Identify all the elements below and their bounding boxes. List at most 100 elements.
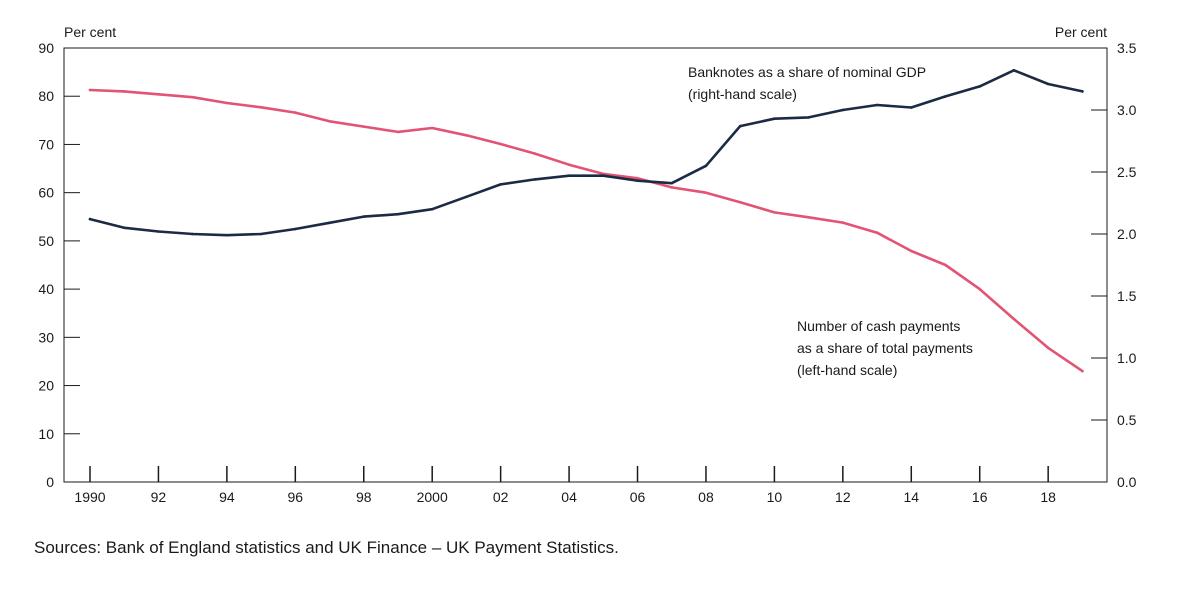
cash-payments-point — [567, 163, 571, 166]
banknotes-gdp-point — [533, 178, 537, 181]
cash-payments-point — [670, 186, 673, 189]
cash-payments-point — [807, 216, 810, 219]
x-tick-label: 12 — [835, 489, 851, 505]
cash-payments-point — [294, 111, 297, 114]
cash-payments-point — [636, 176, 639, 180]
cash-payments-point — [910, 249, 913, 253]
cash-payments-annotation: as a share of total payments — [797, 340, 973, 356]
banknotes-gdp-line — [88, 69, 1084, 237]
banknotes-gdp-point — [328, 221, 331, 225]
cash-payments-point — [978, 287, 981, 291]
banknotes-gdp-point — [1046, 82, 1050, 86]
x-tick-label: 06 — [630, 489, 646, 505]
banknotes-gdp-point — [396, 212, 400, 216]
annotations: Banknotes as a share of nominal GDP (righ… — [688, 64, 973, 378]
cash-payments-point — [157, 93, 160, 96]
cash-payments-point — [328, 120, 331, 123]
left-tick-label: 20 — [38, 378, 54, 394]
banknotes-gdp-point — [567, 174, 571, 177]
banknotes-gdp-point — [1012, 69, 1016, 72]
cash-payments-point — [191, 95, 194, 99]
x-tick-label: 14 — [903, 489, 919, 505]
left-tick-label: 90 — [38, 40, 54, 56]
chart: Per cent Per cent 0 10 20 30 40 50 60 70 80 90 0.… — [38, 24, 1137, 505]
series-layer — [88, 69, 1084, 373]
right-tick-label: 3.0 — [1117, 102, 1137, 118]
x-tick-label: 2000 — [417, 489, 448, 505]
banknotes-gdp-point — [738, 124, 742, 128]
banknotes-gdp-point — [978, 85, 981, 88]
x-tick-label: 10 — [767, 489, 783, 505]
banknotes-gdp-point — [773, 117, 776, 120]
cash-payments-point — [738, 201, 742, 204]
cash-payments-point — [259, 106, 263, 109]
right-axis-title: Per cent — [1055, 24, 1107, 40]
banknotes-gdp-point — [807, 116, 810, 119]
left-tick-label: 0 — [46, 474, 54, 490]
cash-payments-line — [88, 88, 1084, 373]
source-note: Sources: Bank of England statistics and … — [34, 538, 619, 557]
banknotes-gdp-point — [465, 195, 468, 199]
banknotes-gdp-point — [259, 232, 263, 236]
plot-frame — [63, 47, 1108, 483]
x-tick-label: 04 — [561, 489, 577, 505]
right-axis: 0.0 0.5 1.0 1.5 2.0 2.5 3.0 3.5 — [1091, 40, 1137, 490]
left-tick-label: 80 — [38, 88, 54, 104]
cash-payments-point — [533, 152, 537, 155]
cash-payments-point — [122, 90, 126, 93]
cash-payments-point — [362, 125, 366, 128]
cash-payments-point — [704, 191, 708, 194]
banknotes-gdp-point — [499, 183, 502, 186]
cash-payments-point — [430, 126, 434, 130]
x-tick-label: 02 — [493, 489, 509, 505]
banknotes-gdp-point — [157, 230, 160, 233]
left-axis-title: Per cent — [64, 24, 116, 40]
banknotes-gdp-point — [362, 215, 366, 218]
x-tick-label: 08 — [698, 489, 714, 505]
right-tick-label: 1.0 — [1117, 350, 1137, 366]
x-tick-label: 98 — [356, 489, 372, 505]
left-tick-label: 50 — [38, 233, 54, 249]
right-tick-label: 2.0 — [1117, 226, 1137, 242]
x-tick-label: 1990 — [74, 489, 105, 505]
cash-payments-point — [944, 263, 947, 267]
banknotes-gdp-point — [1081, 90, 1084, 93]
banknotes-gdp-point — [88, 217, 92, 221]
left-axis: 0 10 20 30 40 50 60 70 80 90 — [38, 40, 80, 490]
banknotes-gdp-point — [636, 179, 639, 182]
x-tick-label: 96 — [288, 489, 304, 505]
x-tick-label: 16 — [972, 489, 988, 505]
banknotes-gdp-point — [910, 106, 913, 109]
banknotes-gdp-point — [704, 164, 708, 168]
banknotes-gdp-point — [122, 226, 126, 230]
banknotes-gdp-point — [875, 103, 879, 107]
left-tick-label: 40 — [38, 281, 54, 297]
right-tick-label: 2.5 — [1117, 164, 1137, 180]
banknotes-annotation: Banknotes as a share of nominal GDP — [688, 64, 926, 80]
cash-payments-point — [1012, 317, 1016, 321]
banknotes-gdp-point — [670, 181, 673, 185]
x-tick-label: 94 — [219, 489, 235, 505]
cash-payments-annotation: (left-hand scale) — [797, 362, 897, 378]
banknotes-gdp-point — [225, 233, 229, 237]
cash-payments-point — [841, 221, 845, 224]
banknotes-gdp-point — [294, 227, 297, 231]
left-tick-label: 70 — [38, 136, 54, 152]
cash-payments-annotation: Number of cash payments — [797, 318, 960, 334]
cash-payments-point — [88, 88, 92, 92]
cash-payments-point — [1046, 346, 1050, 350]
banknotes-gdp-point — [191, 232, 194, 236]
left-tick-label: 30 — [38, 329, 54, 345]
right-tick-label: 1.5 — [1117, 288, 1137, 304]
banknotes-gdp-point — [944, 95, 947, 98]
x-tick-label: 92 — [151, 489, 167, 505]
x-axis: 1990 92 94 96 98 2000 02 04 06 08 10 12 14 16 18 — [74, 466, 1056, 505]
cash-payments-point — [465, 134, 468, 137]
banknotes-gdp-point — [430, 207, 434, 211]
cash-payments-point — [396, 130, 400, 134]
banknotes-gdp-point — [841, 108, 845, 112]
right-tick-label: 0.5 — [1117, 412, 1137, 428]
right-tick-label: 3.5 — [1117, 40, 1137, 56]
cash-payments-point — [875, 231, 879, 234]
banknotes-annotation: (right-hand scale) — [688, 86, 797, 102]
